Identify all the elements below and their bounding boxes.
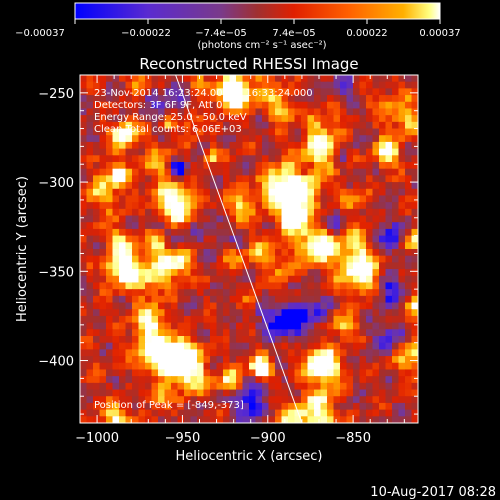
colorbar-tick-label: −0.00037: [15, 28, 65, 39]
annotation-line: Energy Range: 25.0 - 50.0 keV: [94, 112, 247, 123]
x-tick-label: −950: [165, 431, 201, 446]
peak-position-label: Position of Peak = [-849,-373]: [94, 400, 244, 411]
annotation-line: Detectors: 3F 6F 9F, Att 0: [94, 100, 222, 111]
colorbar-tick-label: −7.4e−05: [195, 28, 247, 39]
colorbar-ticks: −0.00037 −0.00022 −7.4e−05 7.4e−05 0.00022 0.…: [15, 19, 461, 39]
y-tick-label: −250: [38, 87, 74, 102]
plot-frame: [79, 74, 419, 424]
annotation-block: 23-Nov-2014 16:23:24.000 to 16:33:24.000…: [94, 88, 313, 135]
y-tick-label: −300: [38, 176, 74, 191]
solar-limb-line: [175, 75, 303, 423]
x-tick-label: −850: [335, 431, 371, 446]
colorbar-tick-label: 7.4e−05: [272, 28, 315, 39]
colorbar-tick-label: 0.00037: [419, 28, 460, 39]
x-tick-label: −1000: [75, 431, 119, 446]
colorbar-tick-label: −0.00022: [121, 28, 171, 39]
footer-date: 10-Aug-2017 08:28: [370, 485, 496, 500]
colorbar: [75, 3, 440, 19]
annotation-line: 23-Nov-2014 16:23:24.000 to 16:33:24.000: [94, 88, 313, 99]
x-tick-label: −900: [250, 431, 286, 446]
y-tick-label: −400: [38, 355, 74, 370]
x-axis-label: Heliocentric X (arcsec): [176, 449, 323, 464]
axis-ticks: −1000 −950 −900 −850 −250 −300 −350 −400: [38, 74, 418, 446]
colorbar-frame: [74, 2, 441, 20]
annotation-line: Clean Total counts: 6.06E+03: [94, 124, 242, 135]
y-axis-label: Heliocentric Y (arcsec): [15, 176, 30, 322]
y-tick-label: −350: [38, 265, 74, 280]
colorbar-unit-label: (photons cm⁻² s⁻¹ asec⁻²): [197, 40, 326, 51]
colorbar-tick-label: 0.00022: [346, 28, 387, 39]
chart-title: Reconstructed RHESSI Image: [139, 55, 358, 73]
